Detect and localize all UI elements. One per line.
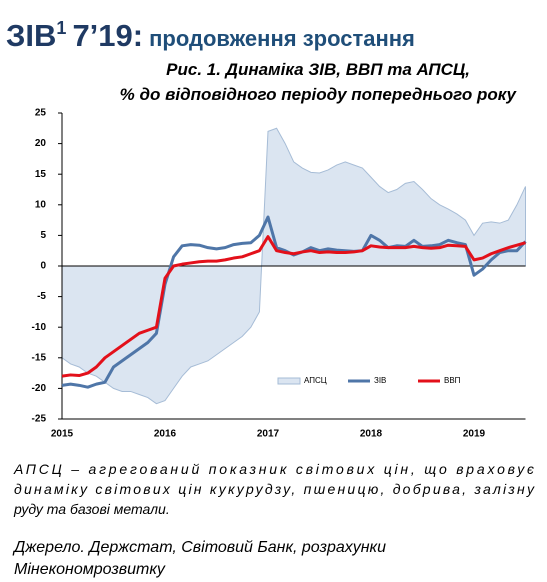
y-tick-label: -5 (37, 291, 46, 302)
title-sub: продовження зростання (149, 26, 415, 51)
plot: -25 -20 -15 -10 -5 0 5 10 15 20 25 2015 2016 2017 2018… (32, 108, 527, 440)
legend-label: АПСЦ (304, 376, 327, 385)
note: АПСЦ – агрегований показник світових цін… (13, 461, 534, 477)
y-tick-label: 10 (35, 199, 47, 210)
title-date: 7’19: (72, 18, 143, 53)
y-tick-label: -15 (32, 352, 47, 363)
y-tick-label: 15 (35, 169, 47, 180)
y-tick-label: -25 (32, 414, 47, 425)
legend-label: ВВП (444, 376, 461, 385)
y-tick-label: -10 (32, 322, 47, 333)
x-tick-label: 2018 (360, 429, 383, 440)
caption: Рис. 1. Динаміка ЗІВ, ВВП та АПСЦ, (166, 60, 470, 79)
line (61, 235, 526, 378)
legend-label: ЗІВ (374, 376, 386, 385)
title-sup: 1 (56, 18, 66, 38)
y-tick-label: 5 (40, 230, 46, 241)
title-main: ЗІВ (6, 18, 56, 53)
note: руду та базові метали. (13, 501, 170, 517)
title: ЗІВ1 7’19: продовження зростання (6, 18, 415, 53)
source: Мінекономрозвитку (14, 561, 166, 578)
source: Джерело. Держстат, Світовий Банк, розрах… (12, 539, 386, 556)
legend-swatch (277, 377, 301, 385)
x-tick-label: 2017 (257, 429, 280, 440)
x-tick-label: 2015 (51, 429, 74, 440)
x-tick-label: 2016 (154, 429, 177, 440)
x-tick-label: 2019 (463, 429, 486, 440)
y-tick-label: 0 (40, 261, 46, 272)
y-tick-label: 25 (35, 108, 47, 119)
caption: % до відповідного періоду попереднього р… (120, 85, 518, 104)
y-tick-label: -20 (32, 383, 47, 394)
note: динаміку світових цін кукурудзу, пшеницю… (14, 481, 535, 497)
y-tick-label: 20 (35, 138, 47, 149)
